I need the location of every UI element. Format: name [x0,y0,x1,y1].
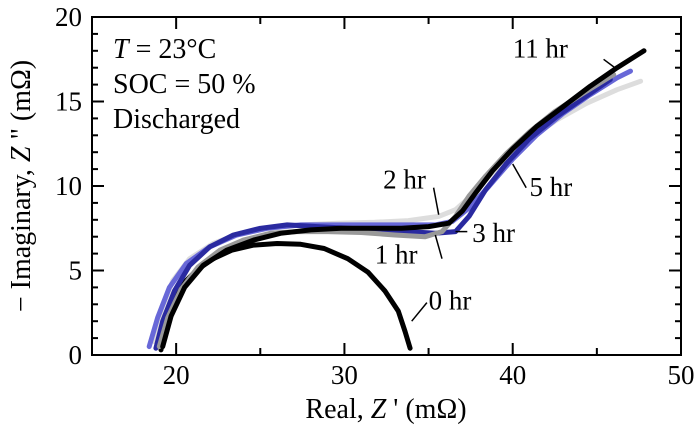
leader-line-1hr [434,234,443,259]
series-line-11hr [160,48,647,350]
x-tick-label: 50 [668,360,695,390]
y-tick-label: 10 [55,171,82,201]
x-tick-label: 20 [163,360,190,390]
curve-labels: 11 hr 2 hr 5 hr 3 hr 1 hr 0 hr [375,34,618,322]
annotation-temperature: T = 23°C [113,34,216,65]
y-tick-label: 0 [69,340,83,370]
annotation-state: Discharged [113,104,240,135]
y-axis-title: − Imaginary, Z " (mΩ) [6,60,37,312]
curve-label-11hr: 11 hr [513,34,568,64]
leader-line-2hr [432,187,440,215]
x-tick-label: 30 [331,360,358,390]
y-tick-label: 15 [55,87,82,117]
y-tick-label: 20 [55,2,82,32]
leader-line-0hr [411,302,428,322]
curve-label-3hr: 3 hr [472,218,515,248]
leader-line-11hr [603,58,618,71]
x-axis-title: Real, Z ' (mΩ) [305,394,466,425]
leader-line-5hr [512,163,527,189]
annotation-soc: SOC = 50 % [113,69,256,100]
curve-label-1hr: 1 hr [375,240,418,270]
x-tick-label: 40 [499,360,526,390]
curve-label-5hr: 5 hr [530,172,573,202]
axis-ticks: 20 30 40 50 0 5 10 15 20 [55,2,695,390]
curve-label-0hr: 0 hr [429,285,472,315]
y-tick-label: 5 [69,256,83,286]
curve-label-2hr: 2 hr [383,165,426,195]
series-curves [146,48,647,353]
